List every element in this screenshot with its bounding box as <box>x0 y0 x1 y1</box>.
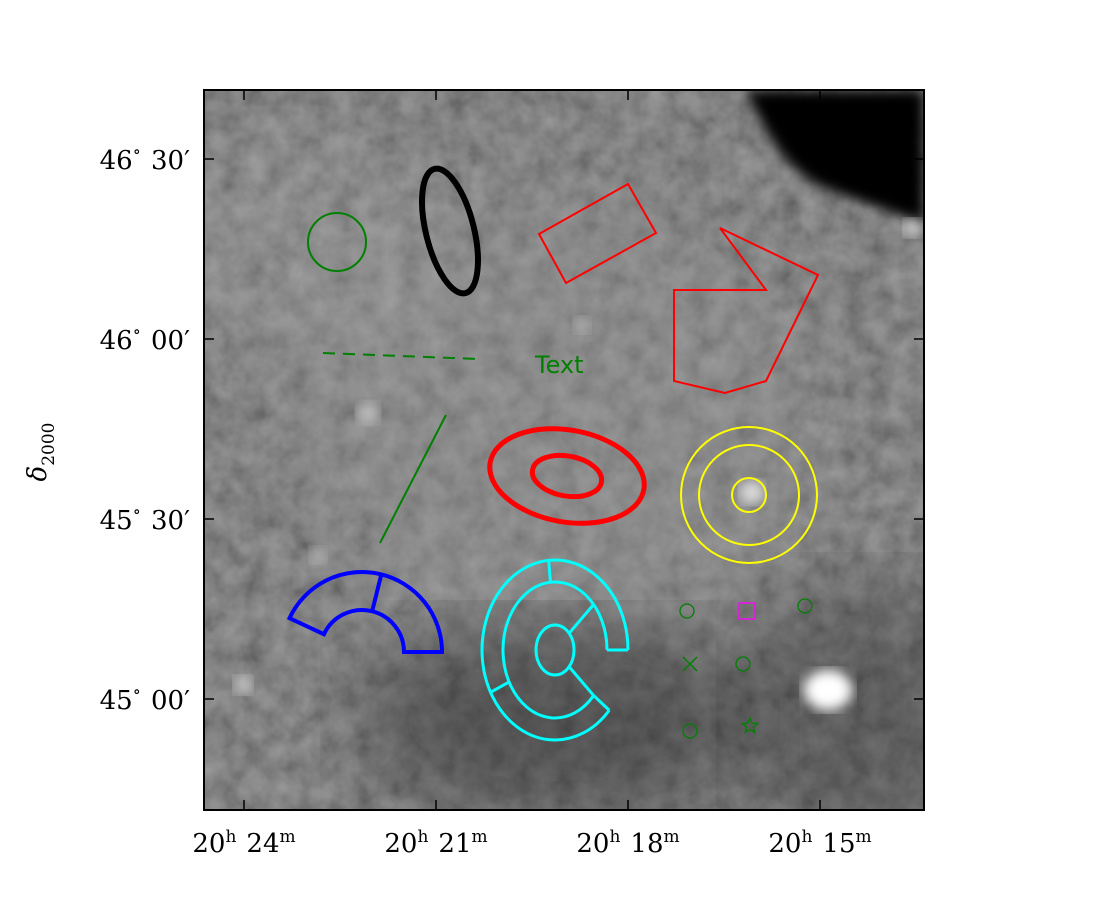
y-axis-label: δ2000 <box>23 423 59 482</box>
epanda-arc-0 <box>501 580 609 720</box>
panda-divider <box>370 573 384 612</box>
annulus-ring-1 <box>698 444 800 546</box>
x-tick-label-2: 20h 18m <box>576 827 679 859</box>
point-circle-5 <box>682 723 698 739</box>
epanda-radial-3 <box>592 694 611 712</box>
epanda-arc-1 <box>480 558 630 742</box>
epanda-radial-1 <box>547 560 552 583</box>
plot-frame <box>203 89 925 811</box>
x-tick-label-1: 20h 21m <box>384 827 487 859</box>
x-tick-label-0: 20h 24m <box>192 827 295 859</box>
text-region: Text <box>534 351 584 379</box>
y-tick-label-2: 45∘ 30′ <box>100 502 191 536</box>
y-tick-label-1: 46∘ 00′ <box>100 322 191 356</box>
box-region <box>537 182 658 285</box>
ellipse-region <box>419 165 481 297</box>
y-tick-labels: 46∘ 30′ 46∘ 00′ 45∘ 30′ 45∘ 00′ <box>100 142 191 716</box>
point-circle-2 <box>797 598 813 614</box>
ds9-regions: Text <box>286 165 820 742</box>
sky-image <box>204 90 924 810</box>
point-x-3 <box>682 656 698 672</box>
axis-ticks <box>204 90 924 810</box>
x-tick-label-3: 20h 15m <box>768 827 871 859</box>
epanda-inner-edge-1 <box>567 603 595 635</box>
annulus-ring-2 <box>680 426 818 564</box>
y-tick-label-3: 45∘ 00′ <box>100 682 191 716</box>
line-region <box>379 414 447 544</box>
dashed-line-region <box>322 352 479 360</box>
panda-region <box>286 570 445 654</box>
point-box-1 <box>738 602 756 620</box>
annulus-ring-0 <box>731 477 767 513</box>
x-tick-labels: 20h 24m 20h 21m 20h 18m 20h 15m <box>192 827 871 859</box>
point-circle-4 <box>735 656 751 672</box>
ellipse-annulus-inner <box>529 452 605 500</box>
polygon-region <box>673 227 820 395</box>
y-tick-label-0: 46∘ 30′ <box>100 142 191 176</box>
point-star-6 <box>740 716 760 734</box>
epanda-inner-ellipse <box>534 623 576 677</box>
epanda-radial-2 <box>489 680 510 694</box>
circle-region <box>307 212 367 272</box>
epanda-inner-edge-0 <box>567 665 595 697</box>
point-circle-0 <box>679 603 695 619</box>
ellipse-annulus-outer <box>487 426 647 526</box>
